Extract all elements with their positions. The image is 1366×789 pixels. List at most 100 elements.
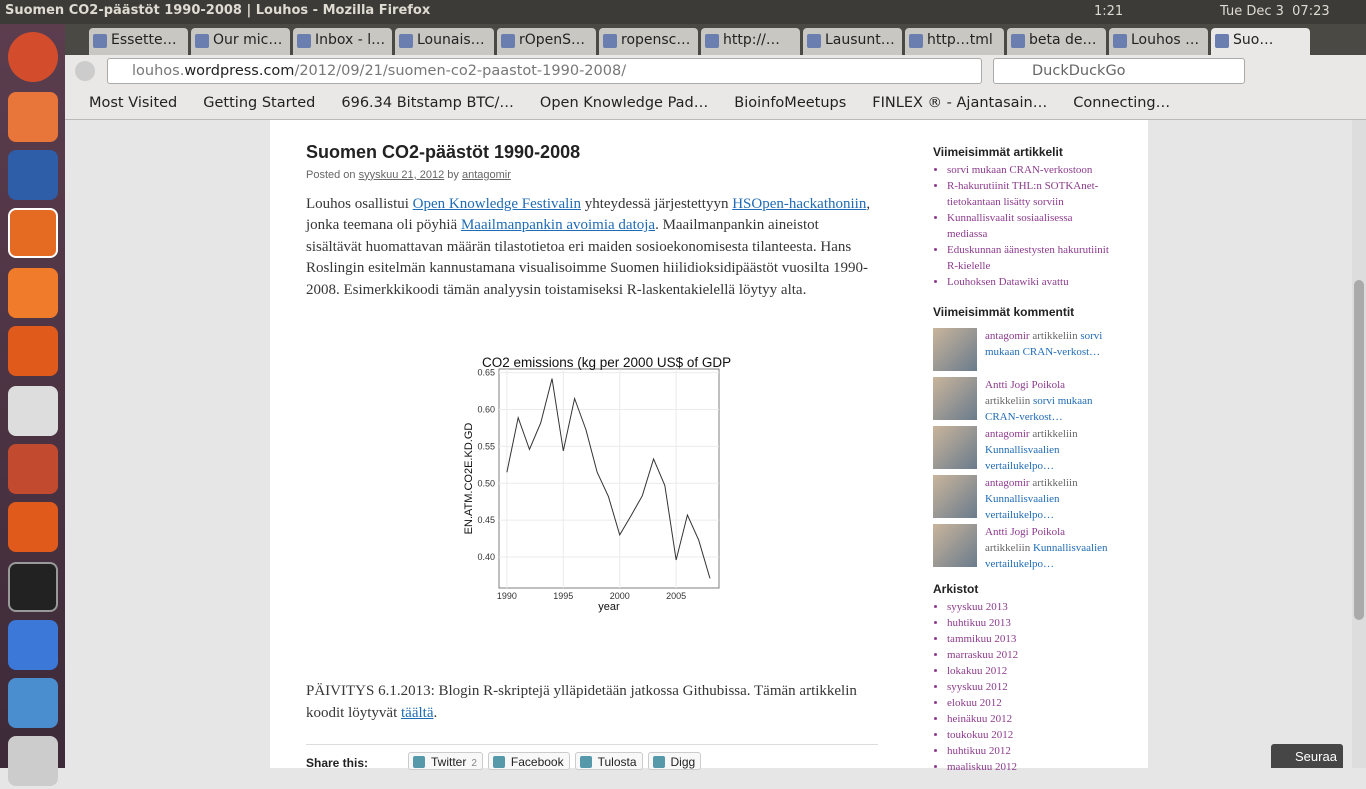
- share-button[interactable]: Tulosta: [574, 752, 643, 770]
- link[interactable]: Open Knowledge Festivalin: [412, 195, 581, 212]
- share-label: Facebook: [510, 755, 564, 769]
- comment-text: antagomir artikkeliin sorvi mukaan CRAN-…: [985, 328, 1113, 371]
- comment: Antti Jogi Poikola artikkeliin sorvi muk…: [933, 377, 1113, 423]
- widget-title: Arkistot: [933, 582, 979, 596]
- tab[interactable]: Suo…: [1211, 28, 1310, 55]
- avatar: [933, 377, 977, 420]
- widget-list: sorvi mukaan CRAN-verkostoon R-hakurutiin…: [933, 162, 1113, 290]
- link[interactable]: HSOpen-hackathoniin: [732, 195, 867, 212]
- bookmark[interactable]: Connecting…: [1073, 95, 1171, 111]
- battery: 1:21: [1094, 4, 1124, 19]
- comment-post[interactable]: sorvi mukaan CRAN-verkost…: [985, 330, 1103, 358]
- link[interactable]: lokakuu 2012: [947, 665, 1008, 677]
- share-count: 2: [471, 758, 477, 769]
- share-label: Share this:: [306, 756, 369, 770]
- comment-post[interactable]: Kunnallisvaalien vertailukelpo…: [985, 444, 1060, 472]
- terminal-icon[interactable]: [8, 562, 58, 612]
- link[interactable]: sorvi mukaan CRAN-verkostoon: [947, 164, 1093, 176]
- tab[interactable]: beta de…: [1007, 28, 1106, 55]
- scroll-thumb[interactable]: [1354, 280, 1364, 620]
- firefox-icon[interactable]: [8, 208, 58, 258]
- link[interactable]: Maailmanpankin avoimia datoja: [460, 217, 656, 233]
- bookmarks-bar: Most Visited Getting Started 696.34 Bitsta…: [65, 88, 1366, 120]
- comment-author[interactable]: antagomir: [985, 428, 1030, 440]
- share-button[interactable]: Digg: [647, 752, 702, 770]
- list-item: syyskuu 2013: [947, 599, 1113, 615]
- tab[interactable]: Lausunt…: [803, 28, 902, 55]
- scrollbar[interactable]: [1352, 120, 1366, 768]
- comment-author[interactable]: antagomir: [985, 477, 1030, 489]
- bookmark[interactable]: FINLEX ® - Ajantasain…: [872, 95, 1048, 111]
- url-path: /2012/09/21/suomen-co2-paastot-1990-2008…: [294, 63, 627, 79]
- comment-author[interactable]: Antti Jogi Poikola: [985, 526, 1066, 538]
- bookmark[interactable]: Open Knowledge Pad…: [539, 95, 709, 111]
- u-icon[interactable]: [8, 326, 58, 376]
- text: .: [433, 705, 438, 721]
- comment-post[interactable]: Kunnallisvaalien vertailukelpo…: [985, 493, 1060, 521]
- avatar: [933, 328, 977, 371]
- link[interactable]: elokuu 2012: [947, 697, 1002, 709]
- link[interactable]: Kunnallisvaalit sosiaalisessa mediassa: [947, 212, 1073, 240]
- writer-icon[interactable]: [8, 150, 58, 200]
- editor-icon[interactable]: [8, 678, 58, 728]
- comment-text: Antti Jogi Poikola artikkeliin Kunnallis…: [985, 524, 1113, 570]
- link[interactable]: tammikuu 2013: [947, 633, 1017, 645]
- comment-post[interactable]: Kunnallisvaalien vertailukelpo…: [985, 542, 1108, 570]
- tab[interactable]: Essette…: [89, 28, 188, 55]
- tab[interactable]: http://…: [701, 28, 800, 55]
- link[interactable]: täältä: [401, 705, 434, 721]
- bookmark[interactable]: BioinfoMeetups: [734, 95, 847, 111]
- ubuntuone-icon[interactable]: [8, 502, 58, 552]
- widget-list: syyskuu 2013 huhtikuu 2013 tammikuu 2013 ma…: [933, 599, 1113, 775]
- tab[interactable]: Inbox - l…: [293, 28, 392, 55]
- store-icon[interactable]: [8, 268, 58, 318]
- tab[interactable]: Our mic…: [191, 28, 290, 55]
- bookmark[interactable]: 696.34 Bitstamp BTC/…: [341, 95, 514, 111]
- bookmark[interactable]: Getting Started: [203, 95, 316, 111]
- link[interactable]: toukokuu 2012: [947, 729, 1014, 741]
- link[interactable]: maaliskuu 2012: [947, 761, 1017, 773]
- list-item: Eduskunnan äänestysten hakurutiinit R-ki…: [947, 242, 1113, 274]
- link[interactable]: huhtikuu 2013: [947, 617, 1011, 629]
- follow-button[interactable]: Seuraa: [1271, 744, 1343, 768]
- settings-icon[interactable]: [8, 444, 58, 494]
- back-button[interactable]: [75, 61, 95, 81]
- tab[interactable]: ropensc…: [599, 28, 698, 55]
- tab[interactable]: Lounais…: [395, 28, 494, 55]
- comment-author[interactable]: Antti Jogi Poikola: [985, 379, 1066, 391]
- link[interactable]: huhtikuu 2012: [947, 745, 1011, 757]
- amazon-icon[interactable]: [8, 386, 58, 436]
- files-icon[interactable]: [8, 92, 58, 142]
- link[interactable]: syyskuu 21, 2012: [358, 168, 445, 181]
- trash-icon[interactable]: [8, 736, 58, 786]
- share-button[interactable]: Twitter 2: [408, 752, 483, 770]
- share-button[interactable]: Facebook: [487, 752, 570, 770]
- search-box[interactable]: DuckDuckGo: [993, 58, 1245, 84]
- tab[interactable]: Louhos …: [1109, 28, 1208, 55]
- link[interactable]: Eduskunnan äänestysten hakurutiinit R-ki…: [947, 244, 1109, 272]
- text: . Maailmanpankin aineistot sisältävät hu…: [306, 217, 869, 298]
- link[interactable]: syyskuu 2012: [947, 681, 1008, 693]
- docs-icon[interactable]: [8, 620, 58, 670]
- link[interactable]: syyskuu 2013: [947, 601, 1008, 613]
- link[interactable]: heinäkuu 2012: [947, 713, 1013, 725]
- link[interactable]: Louhoksen Datawiki avattu: [947, 276, 1069, 288]
- y-tick-label: 0.40: [477, 552, 495, 562]
- comment-author[interactable]: antagomir: [985, 330, 1030, 342]
- link[interactable]: R-hakurutiinit THL:n SOTKAnet-tietokanta…: [947, 180, 1099, 208]
- list-item: toukokuu 2012: [947, 727, 1113, 743]
- bookmark[interactable]: Most Visited: [89, 95, 178, 111]
- clock: Tue Dec 3 07:23: [1220, 4, 1330, 19]
- link[interactable]: antagomir: [461, 168, 511, 181]
- comment: antagomir artikkeliin Kunnallisvaalien v…: [933, 475, 1113, 521]
- ubuntu-icon[interactable]: [8, 32, 58, 82]
- tab[interactable]: http…tml: [905, 28, 1004, 55]
- follow-label: Seuraa: [1295, 749, 1337, 764]
- tab[interactable]: rOpenS…: [497, 28, 596, 55]
- article: Suomen CO2-päästöt 1990-2008 Posted on s…: [306, 142, 878, 301]
- comment-post[interactable]: sorvi mukaan CRAN-verkost…: [985, 395, 1093, 423]
- y-tick-label: 0.45: [477, 515, 495, 525]
- url-bar[interactable]: louhos.wordpress.com/2012/09/21/suomen-c…: [107, 58, 982, 84]
- link[interactable]: marraskuu 2012: [947, 649, 1019, 661]
- list-item: heinäkuu 2012: [947, 711, 1113, 727]
